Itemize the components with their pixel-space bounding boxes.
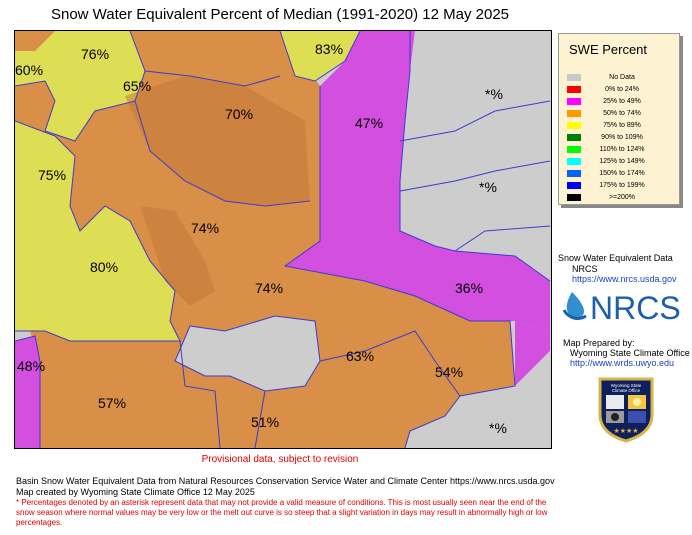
legend-item: 0% to 24% <box>567 84 657 94</box>
basin-label: 75% <box>38 167 67 183</box>
svg-text:★★★★: ★★★★ <box>613 427 638 435</box>
basin-label: 83% <box>315 41 344 57</box>
nrcs-logo: NRCS <box>562 290 681 324</box>
source-line2: NRCS <box>572 264 598 274</box>
legend-label: 0% to 24% <box>605 85 639 93</box>
legend-label: 125% to 149% <box>599 157 645 165</box>
basin-label: 74% <box>255 280 284 296</box>
basin-label: 51% <box>251 414 280 430</box>
basin-yellow-west <box>15 31 145 141</box>
legend-label: No Data <box>609 73 635 81</box>
map-area[interactable]: 76% 60% 65% 83% 70% 47% *% 75% *% 74% 80… <box>14 30 552 449</box>
svg-text:Climate Office: Climate Office <box>612 388 641 393</box>
basin-label: 47% <box>355 115 384 131</box>
legend-swatch <box>567 73 581 81</box>
legend-swatch <box>567 181 581 189</box>
basin-label: 36% <box>455 280 484 296</box>
basin-gray-se <box>405 351 550 448</box>
legend-item: 50% to 74% <box>567 108 657 118</box>
map-title: Snow Water Equivalent Percent of Median … <box>50 6 510 23</box>
basin-label: *% <box>479 179 497 195</box>
legend-label: >=200% <box>608 193 636 201</box>
basin-magenta-se <box>515 321 550 386</box>
legend-swatch <box>567 133 581 141</box>
basin-label: *% <box>489 420 507 436</box>
basin-label: 74% <box>191 220 220 236</box>
basin-gray-east <box>400 31 550 281</box>
basin-orange-main <box>15 31 515 448</box>
legend-swatch <box>567 109 581 117</box>
legend-item: No Data <box>567 72 657 82</box>
basin-label: 80% <box>90 259 119 275</box>
legend-label: 150% to 174% <box>599 169 645 177</box>
legend: SWE Percent No Data 0% to 24% 25% to 49%… <box>558 33 680 205</box>
basin-label: 63% <box>346 348 375 364</box>
legend-item: 150% to 174% <box>567 168 657 178</box>
legend-label: 50% to 74% <box>603 109 641 117</box>
basin-label: 54% <box>435 364 464 380</box>
basin-map <box>15 31 551 448</box>
credits: Basin Snow Water Equivalent Data from Na… <box>16 476 555 498</box>
credits-line1: Basin Snow Water Equivalent Data from Na… <box>16 476 555 486</box>
provisional-notice: Provisional data, subject to revision <box>201 454 359 465</box>
legend-swatch <box>567 85 581 93</box>
legend-item: 90% to 109% <box>567 132 657 142</box>
basin-gray-center <box>175 316 320 391</box>
basin-label: 48% <box>17 358 46 374</box>
asterisk-note: * Percentages denoted by an asterisk rep… <box>16 498 548 527</box>
svg-text:Wyoming State: Wyoming State <box>611 383 642 388</box>
legend-item: 175% to 199% <box>567 180 657 190</box>
legend-label: 110% to 124% <box>599 145 645 153</box>
prepared-line1: Map Prepared by: <box>563 338 635 348</box>
mountain-shade <box>125 76 310 206</box>
basin-label: 60% <box>15 62 44 78</box>
basin-magenta-east <box>285 31 550 331</box>
credits-line2: Map created by Wyoming State Climate Off… <box>16 487 255 497</box>
basin-label: 70% <box>225 106 254 122</box>
legend-swatch <box>567 157 581 165</box>
nrcs-logo-text: NRCS <box>590 290 681 324</box>
legend-swatch <box>567 145 581 153</box>
legend-item: >=200% <box>567 192 657 202</box>
legend-label: 75% to 89% <box>603 121 641 129</box>
source-line1: Snow Water Equivalent Data <box>558 253 673 263</box>
wrds-link[interactable]: http://www.wrds.uwyo.edu <box>570 358 675 368</box>
basin-label: 57% <box>98 395 127 411</box>
legend-swatch <box>567 121 581 129</box>
legend-swatch <box>567 169 581 177</box>
legend-item: 25% to 49% <box>567 96 657 106</box>
nrcs-link[interactable]: https://www.nrcs.usda.gov <box>572 274 677 284</box>
mountain-shade2 <box>140 206 215 306</box>
basin-yellow-west2 <box>15 121 180 341</box>
legend-item: 75% to 89% <box>567 120 657 130</box>
basin-label: 65% <box>123 78 152 94</box>
legend-title: SWE Percent <box>569 42 648 57</box>
legend-item: 125% to 149% <box>567 156 657 166</box>
basin-label: *% <box>485 86 503 102</box>
legend-swatch <box>567 193 581 201</box>
basin-yellow-north <box>280 31 360 81</box>
legend-label: 90% to 109% <box>601 133 643 141</box>
climate-office-seal: Wyoming State Climate Office ★★★★ <box>598 377 654 443</box>
legend-label: 25% to 49% <box>603 97 641 105</box>
legend-label: 175% to 199% <box>599 181 645 189</box>
basin-magenta-sw <box>15 336 40 448</box>
prepared-line2: Wyoming State Climate Office <box>570 348 690 358</box>
basin-label: 76% <box>81 46 110 62</box>
basin-borders <box>15 31 551 448</box>
legend-item: 110% to 124% <box>567 144 657 154</box>
legend-swatch <box>567 97 581 105</box>
